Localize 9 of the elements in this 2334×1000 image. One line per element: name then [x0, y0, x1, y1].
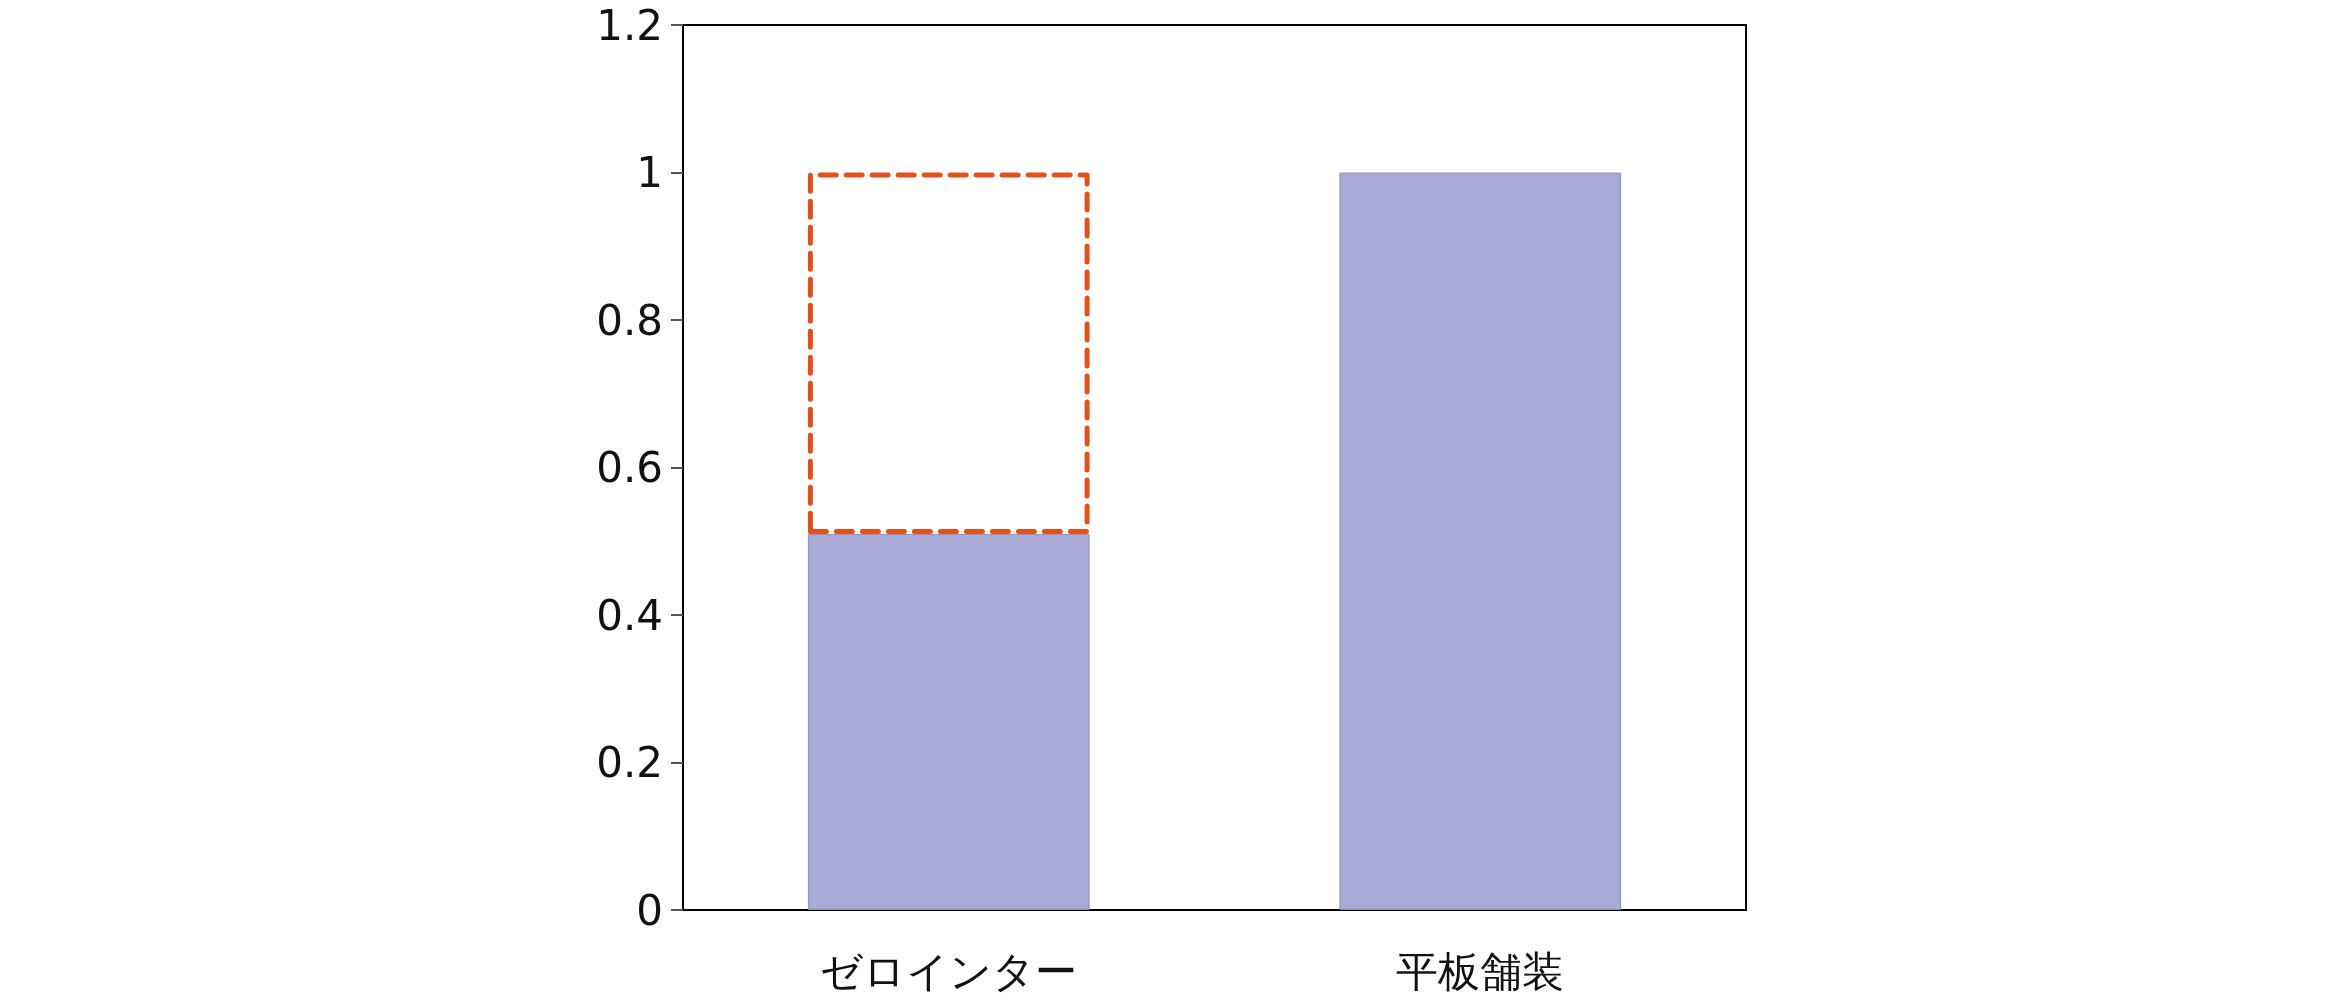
x-tick-label: 平板舗装	[1396, 946, 1565, 996]
y-tick-label: 0.4	[596, 590, 663, 640]
y-tick-label: 1.2	[596, 0, 663, 50]
y-tick-label: 0.2	[596, 738, 663, 787]
y-tick-label: 0.8	[596, 295, 663, 345]
y-tick-label: 0.6	[596, 443, 663, 492]
x-tick-label: ゼロインター	[820, 946, 1078, 996]
y-tick-label: 1	[636, 148, 663, 197]
y-tick-label: 0	[636, 885, 663, 935]
